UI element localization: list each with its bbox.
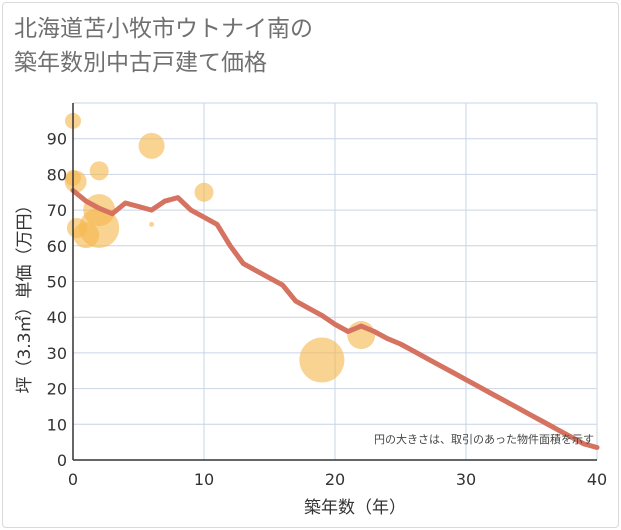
y-tick-label-60: 60: [47, 237, 67, 256]
chart-title-line1: 北海道苫小牧市ウトナイ南の: [14, 16, 313, 42]
line-layer: [70, 188, 600, 450]
y-tick-label-70: 70: [47, 201, 67, 220]
tick-labels: 0 10 20 30 40 50 60 70 80 90 0 10 20 30 40: [47, 130, 608, 489]
y-tick-label-10: 10: [47, 415, 67, 434]
bubble-point-5: [89, 161, 109, 181]
chart-title-line2: 築年数別中古戸建て価格: [14, 50, 267, 76]
y-tick-label-30: 30: [47, 344, 67, 363]
y-tick-label-40: 40: [47, 308, 67, 327]
bubble-layer: [64, 112, 376, 383]
y-tick-label-80: 80: [47, 165, 67, 184]
bubble-point-11: [299, 337, 345, 383]
x-axis-label: 築年数（年）: [304, 498, 406, 518]
bubble-point-2: [64, 170, 87, 193]
x-tick-label-10: 10: [194, 470, 214, 489]
chart-title: 北海道苫小牧市ウトナイ南の 築年数別中古戸建て価格: [14, 12, 313, 80]
bubble-point-10: [194, 182, 214, 202]
bubble-point-7: [79, 207, 120, 248]
x-tick-label-40: 40: [587, 470, 607, 489]
x-tick-label-0: 0: [68, 470, 78, 489]
x-tick-label-30: 30: [456, 470, 476, 489]
bubble-size-note: 円の大きさは、取引のあった物件面積を示す: [374, 432, 594, 446]
x-tick-label-20: 20: [325, 470, 345, 489]
y-axis-label: 坪（3.3㎡）単価（万円）: [15, 196, 35, 393]
y-tick-label-0: 0: [57, 451, 67, 470]
series-line-0: [70, 188, 600, 450]
y-tick-label-20: 20: [47, 380, 67, 399]
y-tick-label-50: 50: [47, 273, 67, 292]
axes: [72, 103, 597, 461]
y-tick-label-90: 90: [47, 130, 67, 149]
bubble-point-9: [149, 221, 155, 227]
bubble-point-8: [138, 132, 165, 159]
